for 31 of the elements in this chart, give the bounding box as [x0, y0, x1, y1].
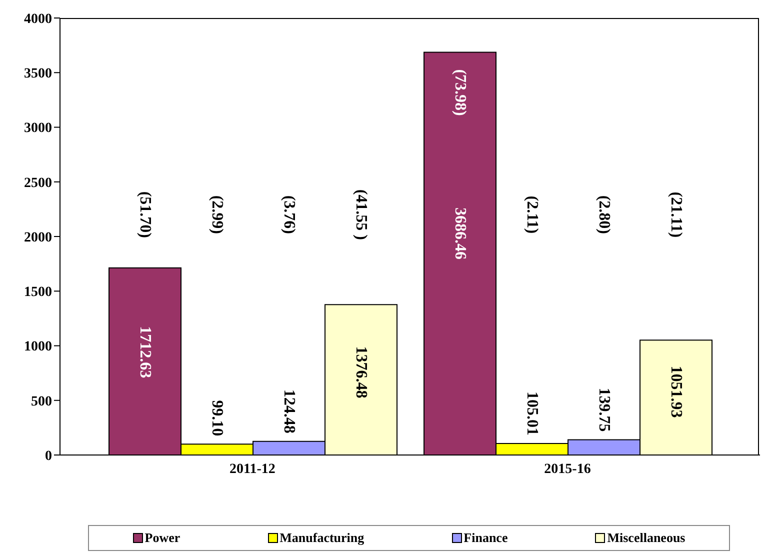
data-label: 99.10	[208, 400, 226, 436]
annotation: (2.99)	[208, 195, 226, 234]
annotation: (2.11)	[524, 196, 540, 234]
y-tick-label: 0	[45, 448, 52, 464]
y-tick-label: 2000	[24, 230, 52, 246]
data-label: 1712.63	[136, 326, 154, 378]
x-tick-label: 2011-12	[230, 462, 276, 477]
annotation: (73.98)	[452, 69, 468, 116]
annotation: (3.76)	[280, 195, 298, 234]
annotation: (41.55 )	[352, 189, 370, 240]
y-tick-label: 500	[31, 394, 52, 410]
legend-label: Manufacturing	[278, 530, 364, 546]
y-tick-label: 3000	[24, 121, 52, 136]
data-label: 3686.46	[452, 207, 468, 260]
y-tick-label: 1500	[24, 285, 52, 300]
annotation: (51.70)	[136, 191, 154, 238]
legend-label: Miscellaneous	[606, 530, 686, 546]
data-label: 139.75	[596, 388, 612, 432]
y-tick-label: 4000	[24, 12, 52, 27]
data-label: 124.48	[280, 389, 298, 434]
annotation: (21.11)	[668, 192, 684, 238]
legend-label: Power	[144, 530, 180, 546]
legend-label: Finance	[462, 530, 508, 546]
x-tick-label: 2015-16	[544, 462, 591, 477]
y-tick-label: 2500	[24, 176, 52, 191]
annotation: (2.80)	[596, 195, 612, 234]
data-label: 1376.48	[352, 346, 370, 398]
data-label: 105.01	[524, 392, 540, 436]
y-tick-label: 1000	[24, 340, 52, 355]
y-tick-label: 3500	[24, 66, 52, 82]
data-label: 1051.93	[668, 366, 684, 418]
